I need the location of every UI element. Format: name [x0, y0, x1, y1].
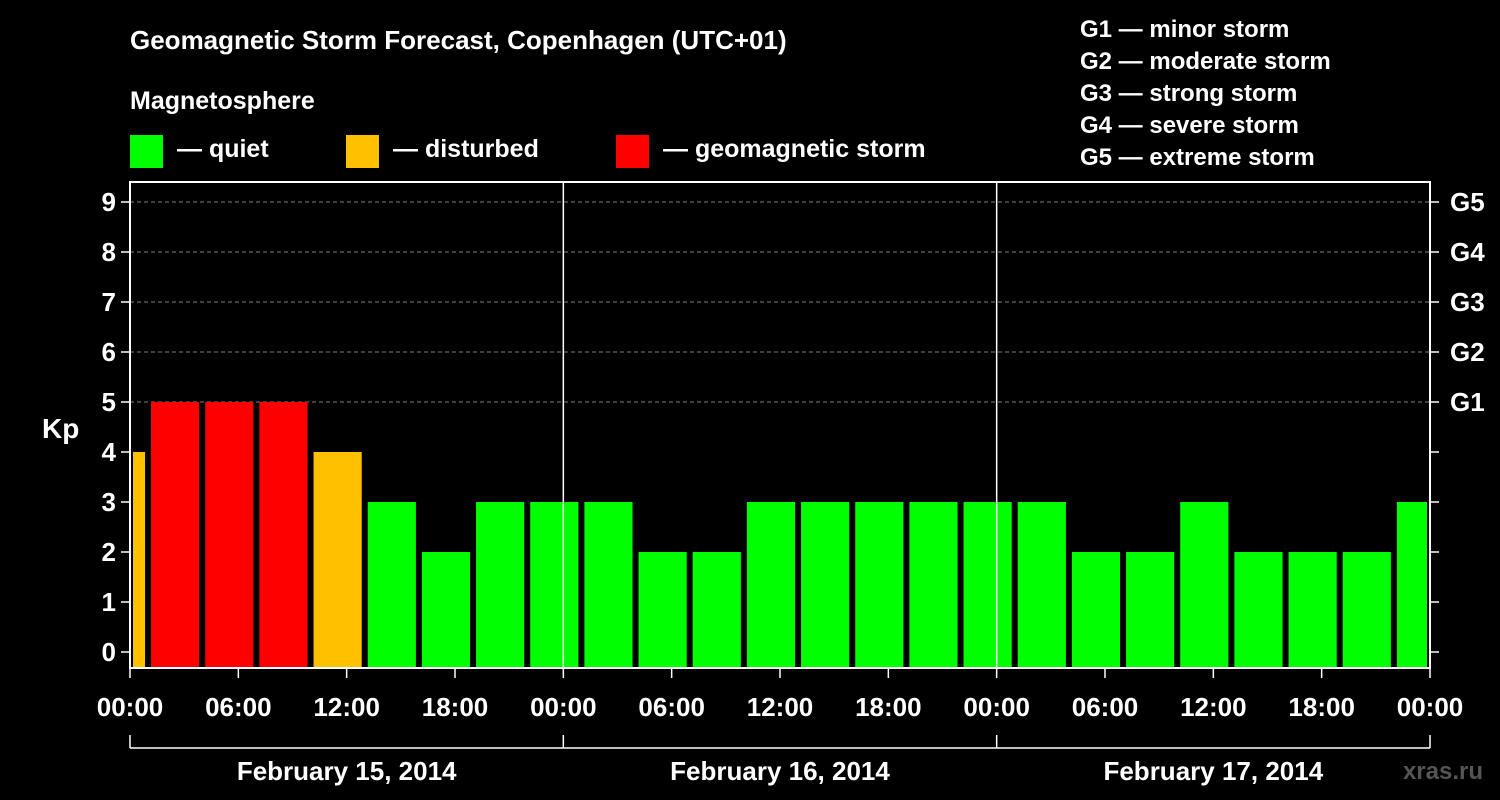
gridlines — [130, 201, 1430, 403]
chart-title: Geomagnetic Storm Forecast, Copenhagen (… — [130, 25, 787, 55]
bar — [1180, 502, 1229, 668]
y-tick-label: 2 — [102, 537, 116, 567]
legend-heading: Magnetosphere — [130, 87, 315, 115]
date-label: February 17, 2014 — [1103, 756, 1323, 786]
bar — [909, 502, 958, 668]
right-axis-label: G2 — [1450, 337, 1485, 367]
x-tick-label: 00:00 — [97, 692, 164, 722]
bar — [476, 502, 525, 668]
legend-swatch-quiet — [130, 135, 163, 168]
y-tick-label: 6 — [102, 337, 116, 367]
x-tick-label: 06:00 — [1072, 692, 1139, 722]
bar — [746, 502, 796, 668]
y-tick-label: 8 — [102, 237, 116, 267]
bar — [855, 502, 904, 668]
y-axis-label: Kp — [42, 413, 79, 444]
legend-swatch-disturbed — [346, 135, 379, 168]
bar — [1071, 552, 1121, 668]
right-axis-label: G3 — [1450, 287, 1485, 317]
x-tick-label: 12:00 — [747, 692, 814, 722]
bar — [205, 402, 254, 668]
bar — [1288, 552, 1337, 668]
y-tick-label: 0 — [102, 637, 116, 667]
bar — [313, 452, 362, 668]
x-tick-label: 06:00 — [205, 692, 272, 722]
y-tick-label: 3 — [102, 487, 116, 517]
right-axis-label: G5 — [1450, 187, 1485, 217]
x-tick-label: 18:00 — [855, 692, 922, 722]
storm-scale-legend: G1 — minor storm G2 — moderate storm G3 … — [1080, 16, 1331, 171]
bar — [259, 402, 308, 668]
bars — [133, 402, 1427, 668]
bar — [1234, 552, 1283, 668]
legend-label-disturbed: — disturbed — [393, 135, 539, 163]
right-axis-label: G1 — [1450, 387, 1485, 417]
bar — [801, 502, 850, 668]
legend-label-quiet: — quiet — [177, 135, 269, 163]
bar — [1396, 502, 1427, 668]
y-tick-label: 9 — [102, 187, 116, 217]
x-tick-label: 12:00 — [313, 692, 380, 722]
x-tick-label: 00:00 — [1397, 692, 1464, 722]
date-label: February 15, 2014 — [237, 756, 457, 786]
bar — [638, 552, 687, 668]
tick-labels: 0 1 2 3 4 5 6 7 8 9 G1 G2 G3 G4 G5 00:00 06:00 12:00 18:00… — [97, 187, 1485, 786]
y-tick-label: 5 — [102, 387, 116, 417]
bar — [367, 502, 416, 668]
legend: — quiet — disturbed — geomagnetic storm — [130, 135, 926, 168]
x-tick-label: 00:00 — [530, 692, 597, 722]
bar — [584, 502, 633, 668]
bar — [1017, 502, 1066, 668]
watermark: xras.ru — [1403, 758, 1483, 785]
bar — [151, 402, 200, 668]
y-tick-label: 4 — [102, 437, 117, 467]
legend-label-storm: — geomagnetic storm — [663, 135, 926, 163]
x-tick-label: 12:00 — [1180, 692, 1247, 722]
bar — [1342, 552, 1391, 668]
bar — [692, 552, 741, 668]
x-tick-label: 18:00 — [1288, 692, 1355, 722]
axes — [121, 181, 1439, 749]
storm-scale-g5: G5 — extreme storm — [1080, 144, 1315, 171]
bar — [133, 452, 146, 668]
date-label: February 16, 2014 — [670, 756, 890, 786]
y-tick-label: 7 — [102, 287, 116, 317]
x-tick-label: 00:00 — [963, 692, 1030, 722]
right-axis-label: G4 — [1450, 237, 1485, 267]
bar — [1126, 552, 1175, 668]
y-tick-label: 1 — [102, 587, 116, 617]
legend-swatch-storm — [616, 135, 649, 168]
bar — [963, 502, 1012, 668]
storm-scale-g3: G3 — strong storm — [1080, 80, 1297, 107]
bar — [530, 502, 579, 668]
storm-scale-g4: G4 — severe storm — [1080, 112, 1299, 139]
bar — [421, 552, 471, 668]
x-tick-label: 06:00 — [638, 692, 705, 722]
storm-scale-g2: G2 — moderate storm — [1080, 48, 1331, 75]
x-tick-label: 18:00 — [422, 692, 489, 722]
storm-scale-g1: G1 — minor storm — [1080, 16, 1289, 43]
